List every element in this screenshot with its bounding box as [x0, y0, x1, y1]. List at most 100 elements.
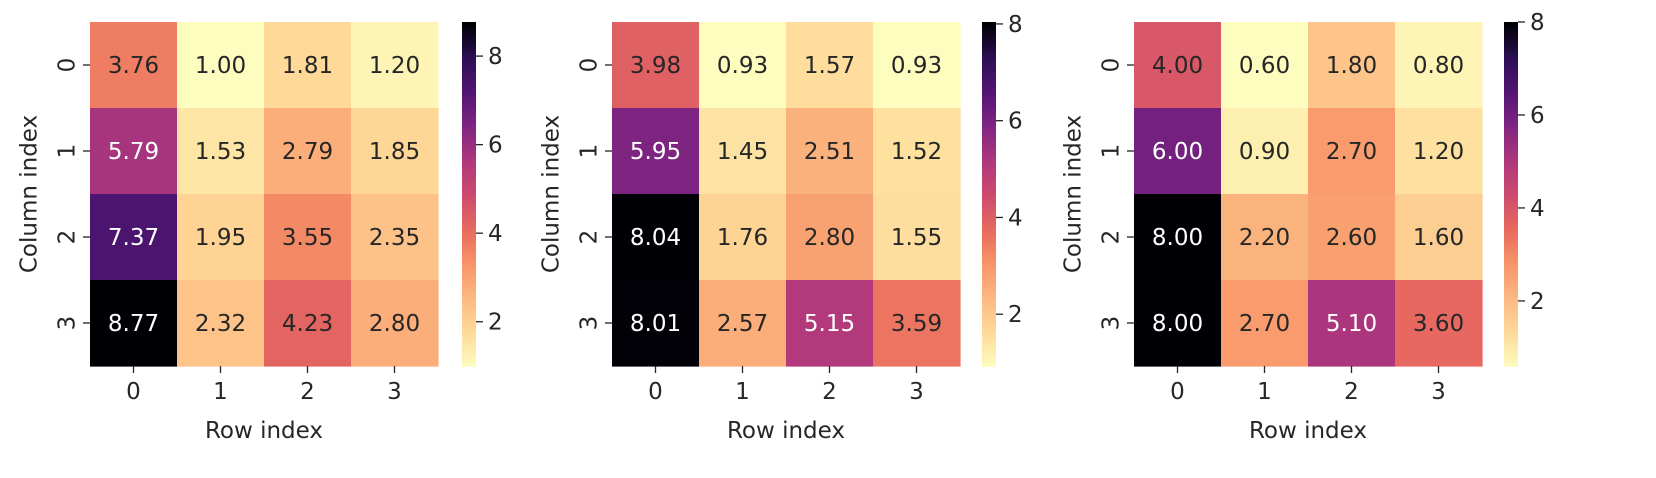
colorbar-segment-116	[462, 354, 476, 359]
heatmap-cell-r3-c2	[264, 280, 352, 367]
colorbar-segment-89	[1504, 277, 1518, 281]
colorbar-segment-113	[982, 345, 996, 350]
colorbar-segment-93	[982, 288, 996, 293]
colorbar-segment-7	[1504, 42, 1518, 46]
cell-value-label-r1-c2: 2.79	[282, 139, 333, 165]
colorbar-segment-110	[982, 337, 996, 341]
colorbar-segment-74	[462, 234, 476, 238]
colorbar-segment-57	[462, 185, 476, 190]
colorbar-segment-72	[1504, 228, 1518, 233]
colorbar-segment-14	[982, 62, 996, 66]
colorbar-segment-61	[982, 196, 996, 201]
colorbar-segment-106	[982, 325, 996, 330]
colorbar-segment-22	[462, 85, 476, 89]
heatmap-cell-r1-c2	[786, 108, 874, 195]
colorbar-segment-12	[1504, 56, 1518, 61]
colorbar-segment-60	[1504, 194, 1518, 198]
cell-value-label-r3-c0: 8.01	[630, 311, 681, 337]
cell-value-label-r0-c3: 0.80	[1413, 53, 1464, 79]
heatmap-cell-r0-c2	[264, 22, 352, 109]
colorbar-segment-35	[462, 122, 476, 126]
colorbar-segment-18	[462, 73, 476, 78]
colorbar-segment-14	[462, 62, 476, 66]
colorbar-segment-77	[462, 242, 476, 247]
x-tick-label-1: 1	[735, 379, 750, 405]
colorbar-segment-25	[982, 93, 996, 98]
cell-value-label-r2-c3: 1.60	[1413, 225, 1464, 251]
colorbar-segment-39	[1504, 133, 1518, 138]
colorbar-segment-71	[1504, 225, 1518, 230]
colorbar-segment-34	[1504, 119, 1518, 124]
colorbar-segment-111	[1504, 340, 1518, 344]
colorbar-segment-44	[462, 148, 476, 152]
colorbar-segment-112	[462, 343, 476, 347]
colorbar-segment-118	[982, 360, 996, 364]
heatmap-cell-r3-c3	[1395, 280, 1483, 367]
colorbar-segment-109	[462, 334, 476, 339]
colorbar-segment-13	[462, 59, 476, 63]
y-tick-label-1: 1	[577, 144, 603, 159]
colorbar-segment-85	[1504, 265, 1518, 270]
colorbar-segment-94	[982, 291, 996, 296]
colorbar-segment-82	[462, 257, 476, 261]
y-tick-label-2: 2	[55, 230, 81, 245]
colorbar-segment-88	[982, 274, 996, 278]
colorbar-segment-0	[982, 22, 996, 26]
colorbar-segment-19	[462, 76, 476, 81]
colorbar-segment-9	[462, 47, 476, 52]
colorbar-segment-59	[982, 191, 996, 195]
heatmap-cell-r0-c0	[1134, 22, 1222, 109]
colorbar-segment-90	[1504, 280, 1518, 284]
cell-value-label-r3-c1: 2.32	[195, 311, 246, 337]
colorbar-segment-96	[982, 297, 996, 301]
colorbar-tick-label-3: 8	[1008, 12, 1023, 38]
colorbar-segment-107	[462, 328, 476, 333]
colorbar-segment-102	[462, 314, 476, 319]
colorbar-segment-73	[462, 231, 476, 235]
colorbar-segment-52	[982, 171, 996, 175]
cell-value-label-r3-c0: 8.77	[108, 311, 159, 337]
colorbar-segment-17	[462, 70, 476, 75]
colorbar-segment-62	[1504, 199, 1518, 204]
colorbar-segment-35	[982, 122, 996, 126]
heatmap-cell-r2-c3	[351, 194, 439, 281]
colorbar-segment-1	[1504, 24, 1518, 29]
colorbar-segment-29	[462, 105, 476, 109]
colorbar-segment-46	[982, 153, 996, 158]
colorbar-segment-5	[982, 36, 996, 40]
colorbar-segment-114	[1504, 348, 1518, 353]
colorbar-segment-5	[462, 36, 476, 40]
colorbar-segment-40	[982, 136, 996, 141]
colorbar-segment-112	[982, 343, 996, 347]
heatmap-panel-2: 3.98 0.93 1.57 0.93 5.95 1.45 2.51 1.52 8.04 1.76…	[539, 12, 1023, 444]
colorbar-segment-86	[1504, 268, 1518, 273]
x-tick-label-0: 0	[648, 379, 663, 405]
colorbar-segment-75	[462, 237, 476, 241]
cell-value-label-r0-c1: 0.93	[717, 53, 768, 79]
colorbar-segment-91	[982, 282, 996, 287]
colorbar-segment-73	[1504, 231, 1518, 235]
y-axis-label: Column index	[1061, 115, 1087, 273]
x-axis-label: Row index	[1249, 418, 1367, 444]
colorbar-segment-73	[982, 231, 996, 235]
colorbar-segment-74	[982, 234, 996, 238]
colorbar-segment-109	[1504, 334, 1518, 339]
colorbar-segment-2	[982, 27, 996, 32]
colorbar-segment-9	[1504, 47, 1518, 52]
heatmap-cell-r1-c3	[1395, 108, 1483, 195]
colorbar-segment-119	[982, 363, 996, 367]
cell-value-label-r1-c2: 2.51	[804, 139, 855, 165]
colorbar-segment-76	[1504, 239, 1518, 244]
colorbar-segment-45	[462, 151, 476, 155]
colorbar-segment-86	[982, 268, 996, 273]
colorbar-segment-110	[1504, 337, 1518, 341]
heatmap-cell-r1-c1	[1221, 108, 1309, 195]
cell-value-label-r0-c0: 3.76	[108, 53, 159, 79]
x-tick-label-2: 2	[1344, 379, 1359, 405]
y-tick-label-2: 2	[1099, 230, 1125, 245]
colorbar-segment-101	[462, 311, 476, 316]
colorbar-segment-46	[462, 153, 476, 158]
colorbar-segment-48	[1504, 159, 1518, 164]
colorbar-segment-55	[462, 179, 476, 184]
